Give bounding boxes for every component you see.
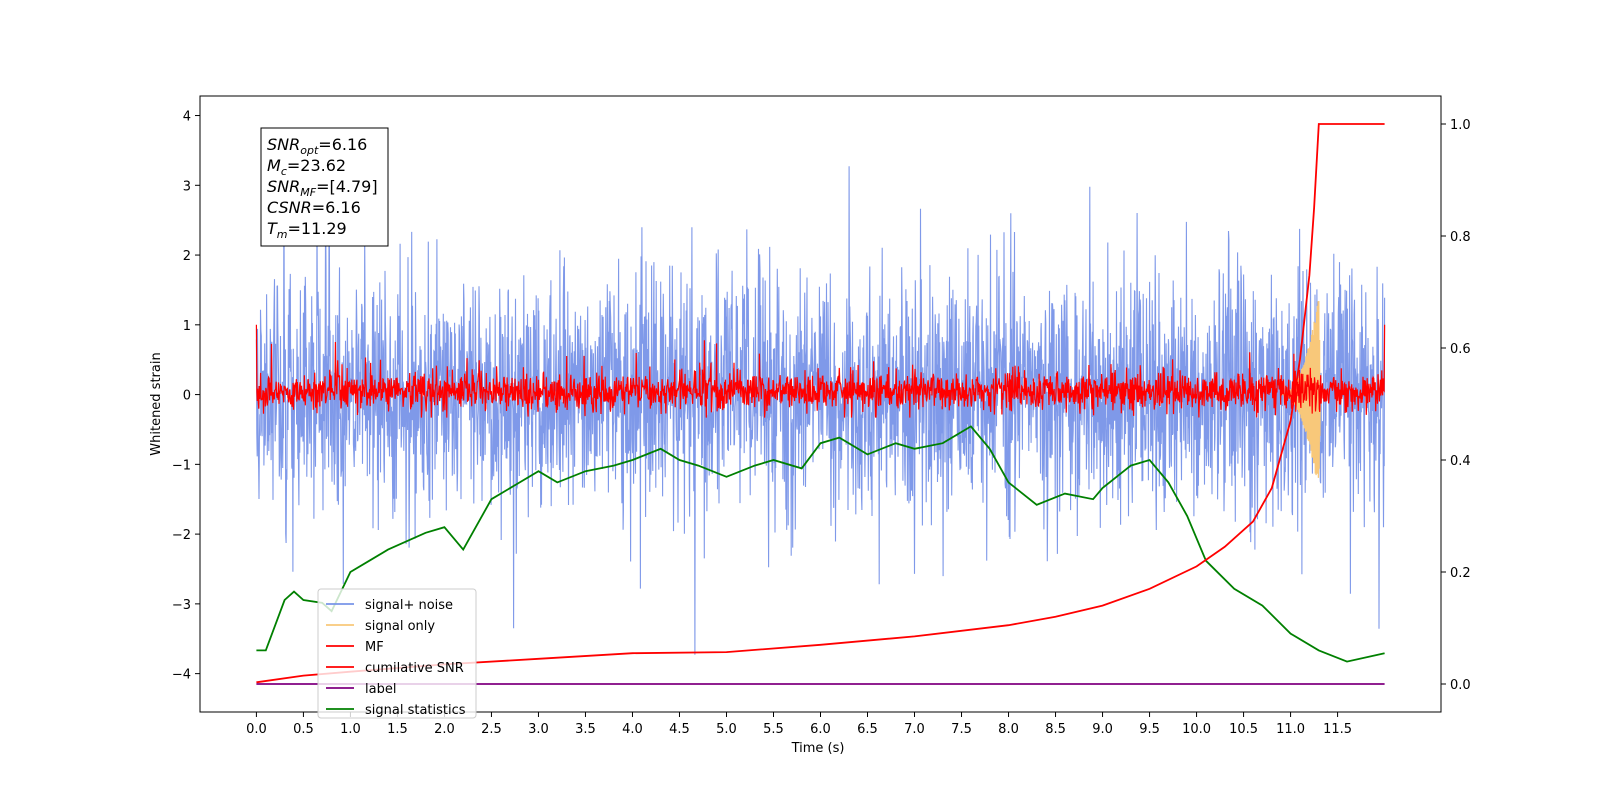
x-tick-label: 10.5 [1229, 722, 1258, 737]
y-right-tick-label: 0.4 [1450, 454, 1471, 469]
annotation-value: =11.29 [288, 219, 347, 238]
x-axis: 0.0 0.5 1.0 1.5 2.0 2.5 3.0 3.5 4.0 4.5 5.0 5.5 6.0 6… [246, 712, 1352, 737]
x-tick-label: 9.5 [1139, 722, 1160, 737]
x-tick-label: 1.5 [387, 722, 408, 737]
annotation-subscript: MF [300, 186, 316, 199]
legend-label: label [365, 682, 396, 697]
x-tick-label: 6.5 [857, 722, 878, 737]
x-tick-label: 3.5 [575, 722, 596, 737]
annotation-line: SNRMF=[4.79] [267, 177, 378, 199]
annotation-line: Tm=11.29 [267, 219, 347, 241]
series-line-cumulative-snr [256, 123, 1385, 684]
annotation-box: SNRopt=6.16Mc=23.62SNRMF=[4.79]CSNR=6.16… [260, 127, 389, 247]
x-tick-label: 8.0 [998, 722, 1019, 737]
x-axis-label: Time (s) [791, 741, 845, 756]
x-tick-label: 3.0 [528, 722, 549, 737]
x-tick-label: 1.0 [340, 722, 361, 737]
legend-label: cumilative SNR [365, 661, 464, 676]
legend-label: signal+ noise [365, 598, 453, 613]
legend-label: signal statistics [365, 703, 466, 718]
series-line-mf [255, 324, 1386, 418]
y-right-tick-label: 0.6 [1450, 342, 1471, 357]
y-left-tick-label: −3 [172, 598, 191, 613]
y-left-tick-label: −1 [172, 458, 191, 473]
annotation-value: =23.62 [287, 156, 346, 175]
y-right-tick-label: 0.0 [1450, 678, 1471, 693]
annotation-symbol: M [267, 156, 281, 175]
y-left-tick-label: −2 [172, 528, 191, 543]
annotation-subscript: m [277, 228, 288, 241]
annotation-line: SNRopt=6.16 [267, 135, 367, 157]
x-tick-label: 4.0 [622, 722, 643, 737]
x-tick-label: 6.0 [810, 722, 831, 737]
legend-label: MF [365, 640, 384, 655]
y-right-tick-label: 1.0 [1450, 118, 1471, 133]
annotation-symbol: T [267, 219, 278, 238]
annotation-line: Mc=23.62 [267, 156, 346, 178]
x-tick-label: 10.0 [1182, 722, 1211, 737]
x-tick-label: 0.0 [246, 722, 267, 737]
annotation-subscript: opt [300, 144, 319, 157]
y-left-tick-label: 1 [183, 319, 191, 334]
series-line-signal-noise [255, 166, 1386, 655]
y-axis-right: 1.0 0.8 0.6 0.4 0.2 0.0 [1441, 118, 1471, 693]
annotation-value: =6.16 [318, 135, 367, 154]
y-left-tick-label: 3 [183, 179, 191, 194]
y-axis-label: Whitened strain [149, 352, 164, 455]
y-left-tick-label: 4 [183, 110, 191, 125]
x-tick-label: 7.0 [904, 722, 925, 737]
x-tick-label: 11.5 [1323, 722, 1352, 737]
x-tick-label: 2.5 [481, 722, 502, 737]
annotation-symbol: CSNR [267, 198, 312, 217]
annotation-subscript: c [281, 165, 287, 178]
annotation-value: =[4.79] [316, 177, 378, 196]
y-right-tick-label: 0.8 [1450, 230, 1471, 245]
x-tick-label: 5.0 [716, 722, 737, 737]
annotation-symbol: SNR [267, 177, 300, 196]
y-axis-left: 4 3 2 1 0 −1 −2 −3 −4 [172, 110, 200, 683]
series-layer [255, 123, 1386, 685]
legend-label: signal only [365, 619, 435, 634]
legend: signal+ noise signal only MF cumilative SNR… [317, 588, 477, 719]
x-tick-label: 9.0 [1092, 722, 1113, 737]
annotation-value: =6.16 [312, 198, 361, 217]
x-tick-label: 11.0 [1276, 722, 1305, 737]
x-tick-label: 2.0 [434, 722, 455, 737]
y-left-tick-label: −4 [172, 668, 191, 683]
series-line-signal-statistics [256, 425, 1385, 663]
annotation-symbol: SNR [267, 135, 300, 154]
y-left-tick-label: 0 [183, 389, 191, 404]
x-tick-label: 8.5 [1045, 722, 1066, 737]
x-tick-label: 0.5 [293, 722, 314, 737]
x-tick-label: 5.5 [763, 722, 784, 737]
x-tick-label: 7.5 [951, 722, 972, 737]
x-tick-label: 4.5 [669, 722, 690, 737]
y-left-tick-label: 2 [183, 249, 191, 264]
y-right-tick-label: 0.2 [1450, 566, 1471, 581]
annotation-line: CSNR=6.16 [267, 198, 361, 217]
